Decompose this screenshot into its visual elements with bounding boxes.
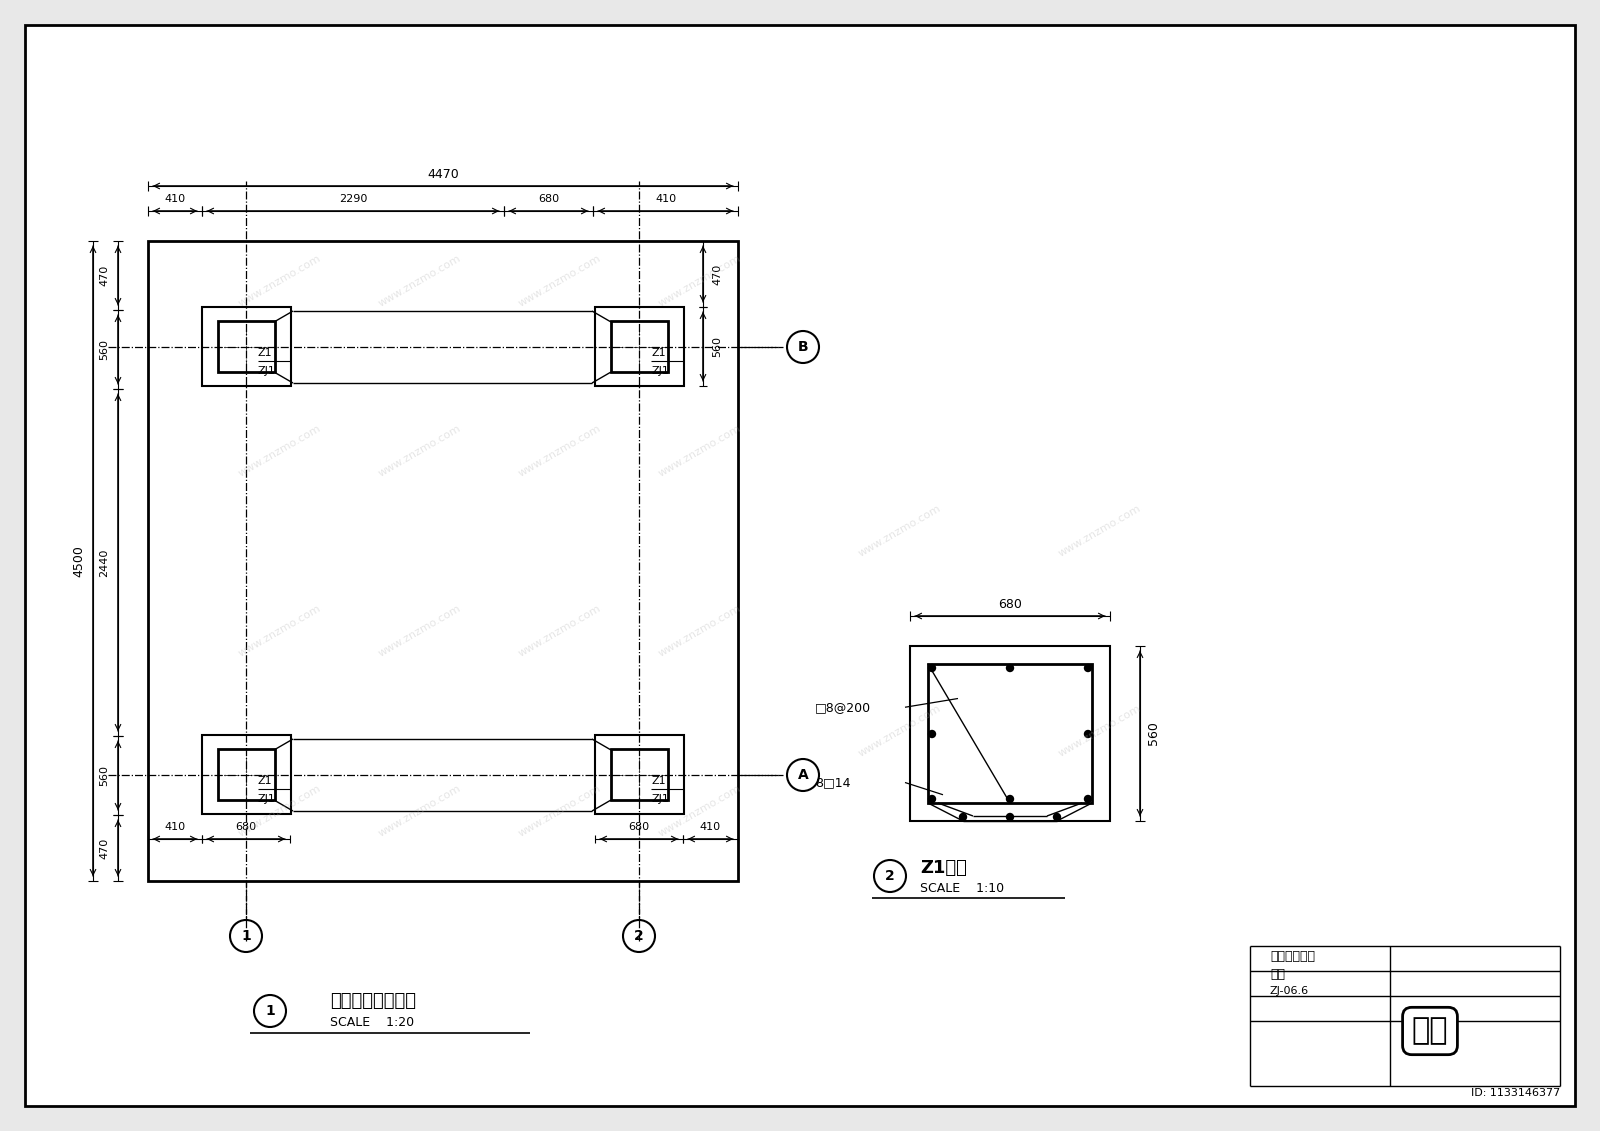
- Text: www.znzmo.com: www.znzmo.com: [517, 784, 603, 839]
- Text: www.znzmo.com: www.znzmo.com: [1058, 703, 1142, 759]
- Text: www.znzmo.com: www.znzmo.com: [658, 423, 742, 478]
- Text: www.znzmo.com: www.znzmo.com: [378, 784, 462, 839]
- Bar: [595, 307, 685, 386]
- Text: 470: 470: [99, 265, 109, 286]
- Text: www.znzmo.com: www.znzmo.com: [237, 253, 323, 309]
- Text: www.znzmo.com: www.znzmo.com: [517, 423, 603, 478]
- Text: 680: 680: [235, 822, 256, 832]
- Bar: [218, 749, 275, 800]
- Text: www.znzmo.com: www.znzmo.com: [658, 784, 742, 839]
- Circle shape: [1053, 813, 1061, 820]
- Bar: [218, 321, 275, 372]
- Text: 休息亭结构图: 休息亭结构图: [1270, 950, 1315, 962]
- Text: 560: 560: [99, 765, 109, 786]
- Bar: [611, 321, 669, 372]
- Text: 410: 410: [165, 195, 186, 204]
- Text: 景观亭基础平面图: 景观亭基础平面图: [330, 992, 416, 1010]
- Text: www.znzmo.com: www.znzmo.com: [378, 253, 462, 309]
- Circle shape: [1085, 731, 1091, 737]
- Text: Z1大样: Z1大样: [920, 860, 966, 877]
- Text: www.znzmo.com: www.znzmo.com: [378, 423, 462, 478]
- Text: 410: 410: [165, 822, 186, 832]
- Text: www.znzmo.com: www.znzmo.com: [1058, 503, 1142, 559]
- Bar: [611, 749, 669, 800]
- Text: 2: 2: [634, 929, 643, 943]
- Bar: [202, 307, 291, 386]
- Text: 410: 410: [654, 195, 677, 204]
- Text: ZJ1: ZJ1: [651, 366, 669, 375]
- Text: 470: 470: [712, 264, 722, 285]
- Text: Z1: Z1: [258, 776, 272, 786]
- Text: 分云: 分云: [1270, 967, 1285, 981]
- Text: www.znzmo.com: www.znzmo.com: [237, 423, 323, 478]
- Circle shape: [928, 731, 936, 737]
- Text: □8@200: □8@200: [814, 701, 870, 714]
- Text: ZJ1: ZJ1: [258, 366, 275, 375]
- Text: 560: 560: [1147, 722, 1160, 745]
- Text: A: A: [798, 768, 808, 782]
- Text: Z1: Z1: [651, 348, 666, 359]
- Text: 680: 680: [998, 597, 1022, 611]
- Text: 8□14: 8□14: [814, 776, 851, 789]
- Circle shape: [1006, 813, 1013, 820]
- Text: 1: 1: [266, 1004, 275, 1018]
- Text: 4500: 4500: [72, 545, 85, 577]
- Circle shape: [960, 813, 966, 820]
- Text: www.znzmo.com: www.znzmo.com: [658, 603, 742, 658]
- Text: 2: 2: [885, 869, 894, 883]
- Text: 4470: 4470: [427, 167, 459, 181]
- Text: ZJ-06.6: ZJ-06.6: [1270, 986, 1309, 996]
- Text: Z1: Z1: [651, 776, 666, 786]
- Text: Z1: Z1: [258, 348, 272, 359]
- Circle shape: [928, 795, 936, 803]
- Circle shape: [1085, 665, 1091, 672]
- Text: www.znzmo.com: www.znzmo.com: [378, 603, 462, 658]
- Text: 1: 1: [242, 929, 251, 943]
- Text: SCALE    1:10: SCALE 1:10: [920, 881, 1005, 895]
- Text: 2290: 2290: [339, 195, 366, 204]
- Bar: [928, 664, 1091, 803]
- Text: www.znzmo.com: www.znzmo.com: [858, 503, 942, 559]
- Text: 680: 680: [629, 822, 650, 832]
- Circle shape: [1006, 665, 1013, 672]
- Text: 560: 560: [712, 336, 722, 357]
- Text: 2440: 2440: [99, 549, 109, 577]
- Text: www.znzmo.com: www.znzmo.com: [517, 253, 603, 309]
- Text: ZJ1: ZJ1: [258, 794, 275, 804]
- Text: ZJ1: ZJ1: [651, 794, 669, 804]
- Text: B: B: [798, 340, 808, 354]
- Bar: [910, 646, 1110, 821]
- Text: 410: 410: [699, 822, 722, 832]
- Text: www.znzmo.com: www.znzmo.com: [517, 603, 603, 658]
- Text: 470: 470: [99, 837, 109, 858]
- Text: www.znzmo.com: www.znzmo.com: [237, 603, 323, 658]
- Circle shape: [1085, 795, 1091, 803]
- Circle shape: [1006, 795, 1013, 803]
- Bar: [595, 735, 685, 814]
- Text: www.znzmo.com: www.znzmo.com: [658, 253, 742, 309]
- Text: 680: 680: [538, 195, 558, 204]
- Text: www.znzmo.com: www.znzmo.com: [858, 703, 942, 759]
- Text: SCALE    1:20: SCALE 1:20: [330, 1017, 414, 1029]
- Text: 560: 560: [99, 339, 109, 360]
- Text: ID: 1133146377: ID: 1133146377: [1470, 1088, 1560, 1098]
- Bar: [147, 241, 738, 881]
- Text: 知来: 知来: [1411, 1017, 1448, 1045]
- Circle shape: [928, 665, 936, 672]
- Bar: [202, 735, 291, 814]
- Text: www.znzmo.com: www.znzmo.com: [237, 784, 323, 839]
